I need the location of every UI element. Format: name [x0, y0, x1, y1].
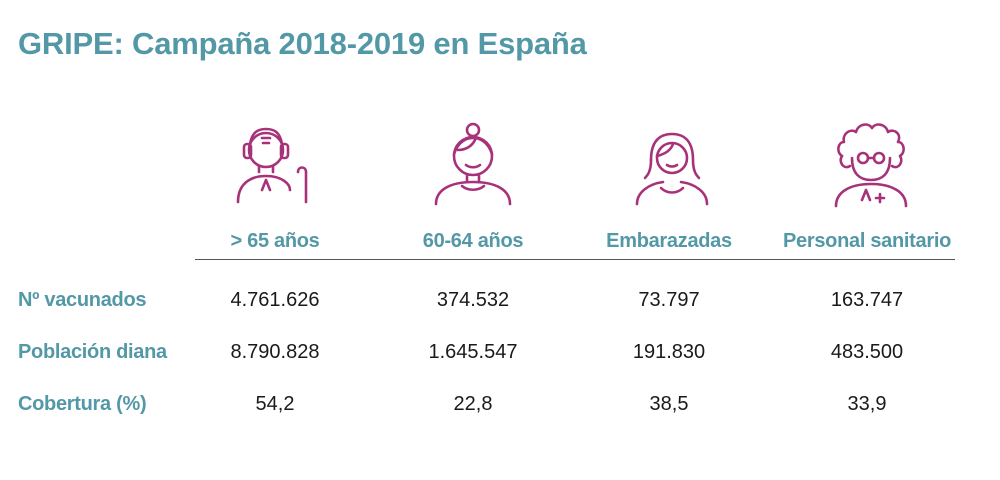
table-cell: 483.500	[830, 341, 904, 363]
row-label: Población diana	[18, 341, 167, 363]
header-divider	[195, 259, 955, 260]
woman-hair-bun-icon	[428, 120, 518, 212]
column-header: Embarazadas	[606, 230, 732, 252]
pregnant-woman-icon	[627, 120, 717, 212]
table-cell: 4.761.626	[230, 289, 320, 311]
elderly-man-cane-icon	[228, 120, 318, 212]
table-cell: 1.645.547	[428, 341, 518, 363]
table-cell: 8.790.828	[230, 341, 320, 363]
table-cell: 33,9	[847, 393, 887, 415]
table-cell: 22,8	[453, 393, 493, 415]
table-cell: 38,5	[649, 393, 689, 415]
table-cell: 191.830	[632, 341, 706, 363]
column-header: Personal sanitario	[783, 230, 951, 252]
row-label: Cobertura (%)	[18, 393, 147, 415]
table-cell: 73.797	[638, 289, 700, 311]
column-header: 60-64 años	[422, 230, 524, 252]
page-title: GRIPE: Campaña 2018-2019 en España	[18, 26, 587, 61]
table-cell: 163.747	[830, 289, 904, 311]
column-header: > 65 años	[230, 230, 320, 252]
table-cell: 54,2	[255, 393, 295, 415]
table-cell: 374.532	[436, 289, 510, 311]
health-worker-glasses-icon	[826, 120, 916, 212]
row-label: Nº vacunados	[18, 289, 147, 311]
